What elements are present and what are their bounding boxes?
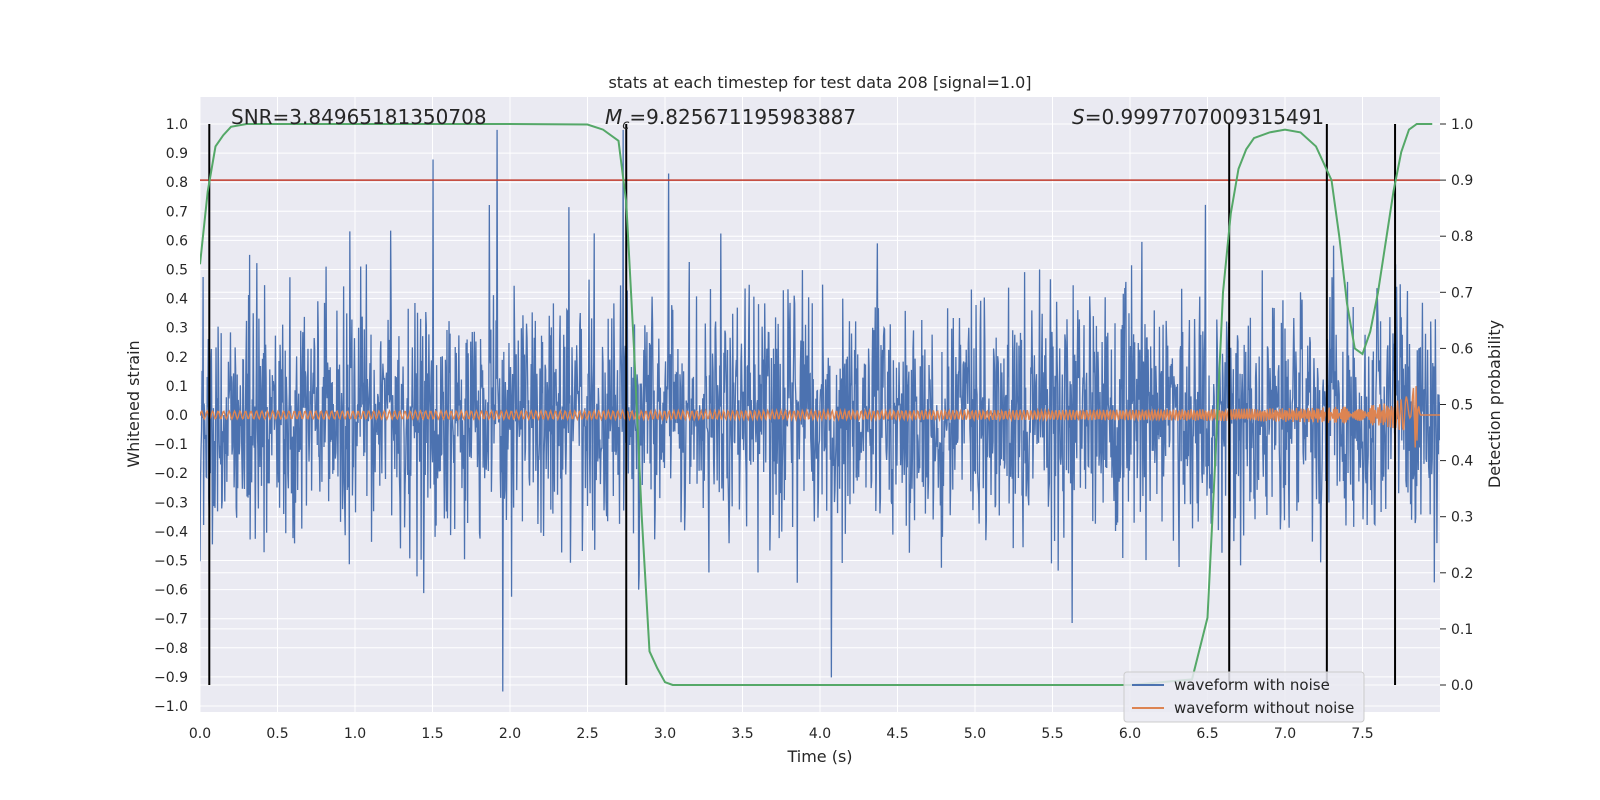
y2-tick-label: 1.0	[1451, 117, 1473, 133]
legend-box	[1123, 671, 1365, 723]
y2-axis-ticks: 1.0 0.9 0.8 0.7 0.6 0.5 0.4 0.3 0.2 0.1 0.0	[1440, 117, 1473, 694]
snr-annotation: SNR=3.84965181350708	[231, 105, 487, 129]
score-annotation: S=0.9997707009315491	[1072, 105, 1324, 129]
y2-tick-label: 0.3	[1451, 510, 1473, 526]
y-tick-label: 0.4	[166, 292, 188, 308]
score-value: =0.9997707009315491	[1085, 105, 1324, 129]
y-tick-label: 0.0	[166, 408, 188, 424]
y2-tick-label: 0.5	[1451, 398, 1473, 414]
chirp-mass-symbol: M	[605, 105, 622, 129]
y2-tick-label: 0.8	[1451, 229, 1473, 245]
x-axis-ticks: 0.0 0.5 1.0 1.5 2.0 2.5 3.0 3.5 4.0 4.5 5.0 5.5 6.0 6…	[189, 726, 1374, 742]
y-axis-label: Whitened strain	[124, 340, 143, 467]
y2-tick-label: 0.1	[1451, 622, 1473, 638]
y-axis-ticks: 1.0 0.9 0.8 0.7 0.6 0.5 0.4 0.3 0.2 0.1 0.0 −0.1 −0.…	[154, 117, 188, 715]
y-tick-label: −0.9	[154, 670, 188, 686]
y2-axis-label: Detection probability	[1485, 320, 1504, 488]
y-tick-label: 0.7	[166, 204, 188, 220]
chirp-mass-annotation: Mc=9.825671195983887	[605, 105, 856, 133]
legend: waveform with noise waveform without noi…	[1123, 671, 1365, 723]
x-tick-label: 2.0	[499, 726, 521, 742]
y-tick-label: −0.5	[154, 554, 188, 570]
y-tick-label: 0.1	[166, 379, 188, 395]
chirp-mass-value: =9.825671195983887	[629, 105, 856, 129]
x-axis-label: Time (s)	[786, 747, 852, 766]
x-tick-label: 2.5	[576, 726, 598, 742]
y-tick-label: 0.8	[166, 175, 188, 191]
x-tick-label: 1.5	[421, 726, 443, 742]
y2-tick-label: 0.9	[1451, 173, 1473, 189]
x-tick-label: 1.0	[344, 726, 366, 742]
y-tick-label: −0.8	[154, 641, 188, 657]
chart-title: stats at each timestep for test data 208…	[608, 73, 1031, 92]
chirp-mass-subscript: c	[622, 118, 629, 133]
y-tick-label: −0.7	[154, 612, 188, 628]
y2-tick-label: 0.2	[1451, 566, 1473, 582]
y-tick-label: −0.4	[154, 524, 188, 540]
y-tick-label: −0.1	[154, 437, 188, 453]
x-tick-label: 0.5	[266, 726, 288, 742]
y2-tick-label: 0.7	[1451, 285, 1473, 301]
y-tick-label: 0.2	[166, 350, 188, 366]
x-tick-label: 5.0	[964, 726, 986, 742]
y2-tick-label: 0.4	[1451, 454, 1473, 470]
y-tick-label: −0.3	[154, 495, 188, 511]
x-tick-label: 4.5	[886, 726, 908, 742]
score-symbol: S	[1072, 105, 1085, 129]
y-tick-label: 0.6	[166, 233, 188, 249]
vertical-markers	[208, 124, 1397, 685]
y-tick-label: −1.0	[154, 699, 188, 715]
y-tick-label: 0.9	[166, 146, 188, 162]
x-tick-label: 5.5	[1041, 726, 1063, 742]
y-tick-label: 0.5	[166, 263, 188, 279]
y-tick-label: −0.2	[154, 466, 188, 482]
x-tick-label: 6.5	[1196, 726, 1218, 742]
legend-label-noise: waveform with noise	[1174, 676, 1330, 694]
x-tick-label: 7.0	[1274, 726, 1296, 742]
series-waveform-without-noise	[200, 386, 1440, 448]
y2-tick-label: 0.0	[1451, 678, 1473, 694]
legend-label-clean: waveform without noise	[1174, 699, 1354, 717]
x-tick-label: 3.5	[731, 726, 753, 742]
series-line-waveform-without-noise	[200, 386, 1440, 448]
x-tick-label: 3.0	[654, 726, 676, 742]
y-tick-label: 0.3	[166, 321, 188, 337]
y-tick-label: 1.0	[166, 117, 188, 133]
x-tick-label: 0.0	[189, 726, 211, 742]
y-tick-label: −0.6	[154, 583, 188, 599]
x-tick-label: 4.0	[809, 726, 831, 742]
x-tick-label: 7.5	[1351, 726, 1373, 742]
y2-tick-label: 0.6	[1451, 341, 1473, 357]
x-tick-label: 6.0	[1119, 726, 1141, 742]
